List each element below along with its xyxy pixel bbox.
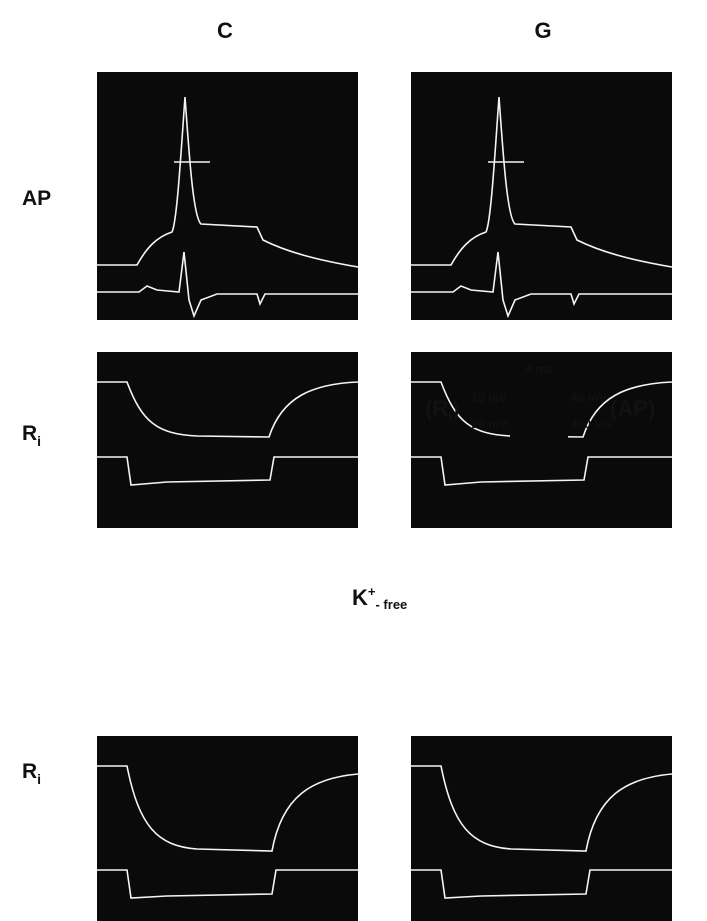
row-label: Ri (22, 422, 41, 449)
page: C G AP Ri Ri 4 ms (Ri) 10 mV 20 mV 40 mV… (0, 0, 707, 921)
scale-label: 20 mV (472, 417, 507, 431)
column-label: C (217, 18, 233, 43)
scale-box (510, 380, 568, 440)
scale-label: (AP) (610, 396, 655, 421)
scale-label: 10 mV (472, 391, 507, 405)
trace-panel (411, 72, 672, 320)
row-label: Ri (22, 760, 41, 787)
trace-panel (97, 736, 358, 921)
column-label: G (534, 18, 551, 43)
condition-label: K+- free (352, 584, 407, 612)
scale-label: 4 ms (525, 362, 553, 376)
row-label: AP (22, 187, 51, 210)
figure: C G AP Ri Ri 4 ms (Ri) 10 mV 20 mV 40 mV… (0, 0, 707, 921)
trace-panel (97, 352, 358, 528)
scale-label: 40 mV (571, 391, 606, 405)
scale-label: 400 V/s (571, 417, 613, 431)
trace-panel (411, 736, 672, 921)
scale-label: (Ri) (425, 396, 459, 424)
trace-panel (97, 72, 358, 320)
